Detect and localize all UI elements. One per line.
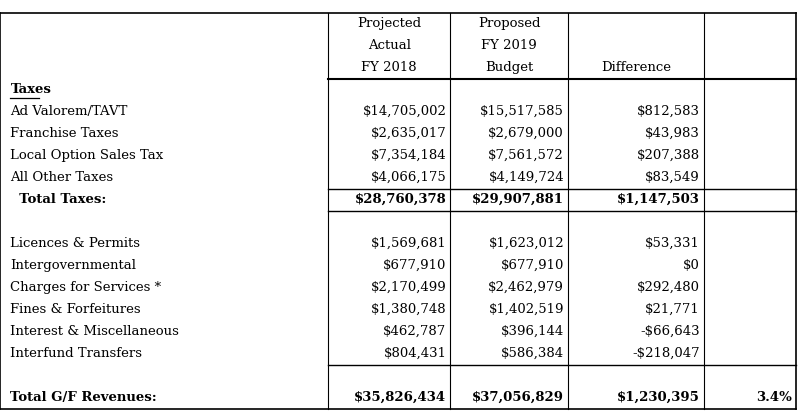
Text: 3.4%: 3.4%: [756, 391, 792, 404]
Text: $1,380,748: $1,380,748: [370, 303, 446, 316]
Text: $1,147,503: $1,147,503: [617, 193, 700, 206]
Text: Interfund Transfers: Interfund Transfers: [10, 347, 142, 360]
Text: Ad Valorem/TAVT: Ad Valorem/TAVT: [10, 105, 128, 118]
Text: Proposed: Proposed: [478, 17, 541, 30]
Text: $677,910: $677,910: [501, 259, 564, 272]
Text: Intergovernmental: Intergovernmental: [10, 259, 136, 272]
Text: Difference: Difference: [601, 61, 671, 74]
Text: $804,431: $804,431: [383, 347, 446, 360]
Text: $812,583: $812,583: [637, 105, 700, 118]
Text: $2,462,979: $2,462,979: [488, 281, 564, 294]
Text: FY 2019: FY 2019: [482, 39, 537, 52]
Text: $2,679,000: $2,679,000: [488, 127, 564, 140]
Text: $21,771: $21,771: [646, 303, 700, 316]
Text: $15,517,585: $15,517,585: [480, 105, 564, 118]
Text: $43,983: $43,983: [645, 127, 700, 140]
Text: Total G/F Revenues:: Total G/F Revenues:: [10, 391, 157, 404]
Text: $14,705,002: $14,705,002: [362, 105, 446, 118]
Text: $462,787: $462,787: [383, 325, 446, 338]
Text: $37,056,829: $37,056,829: [472, 391, 564, 404]
Text: $2,170,499: $2,170,499: [370, 281, 446, 294]
Text: FY 2018: FY 2018: [362, 61, 417, 74]
Text: Interest & Miscellaneous: Interest & Miscellaneous: [10, 325, 179, 338]
Text: $1,402,519: $1,402,519: [489, 303, 564, 316]
Text: $29,907,881: $29,907,881: [472, 193, 564, 206]
Text: Fines & Forfeitures: Fines & Forfeitures: [10, 303, 141, 316]
Text: $83,549: $83,549: [646, 171, 700, 184]
Text: $586,384: $586,384: [501, 347, 564, 360]
Text: Total Taxes:: Total Taxes:: [10, 193, 106, 206]
Text: Charges for Services *: Charges for Services *: [10, 281, 162, 294]
Text: $0: $0: [683, 259, 700, 272]
Text: $1,623,012: $1,623,012: [488, 237, 564, 250]
Text: $396,144: $396,144: [501, 325, 564, 338]
Text: Licences & Permits: Licences & Permits: [10, 237, 141, 250]
Text: $677,910: $677,910: [383, 259, 446, 272]
Text: $35,826,434: $35,826,434: [354, 391, 446, 404]
Text: Taxes: Taxes: [10, 83, 51, 96]
Text: $1,569,681: $1,569,681: [370, 237, 446, 250]
Text: $28,760,378: $28,760,378: [354, 193, 446, 206]
Text: $4,149,724: $4,149,724: [488, 171, 564, 184]
Text: $1,230,395: $1,230,395: [617, 391, 700, 404]
Text: Budget: Budget: [485, 61, 534, 74]
Text: $53,331: $53,331: [645, 237, 700, 250]
Text: Local Option Sales Tax: Local Option Sales Tax: [10, 149, 164, 162]
Text: All Other Taxes: All Other Taxes: [10, 171, 114, 184]
Text: -$66,643: -$66,643: [640, 325, 700, 338]
Text: Projected: Projected: [357, 17, 422, 30]
Text: $7,561,572: $7,561,572: [488, 149, 564, 162]
Text: $207,388: $207,388: [637, 149, 700, 162]
Text: $292,480: $292,480: [637, 281, 700, 294]
Text: -$218,047: -$218,047: [632, 347, 700, 360]
Text: $7,354,184: $7,354,184: [370, 149, 446, 162]
Text: $4,066,175: $4,066,175: [370, 171, 446, 184]
Text: Franchise Taxes: Franchise Taxes: [10, 127, 119, 140]
Text: Actual: Actual: [368, 39, 410, 52]
Text: $2,635,017: $2,635,017: [370, 127, 446, 140]
